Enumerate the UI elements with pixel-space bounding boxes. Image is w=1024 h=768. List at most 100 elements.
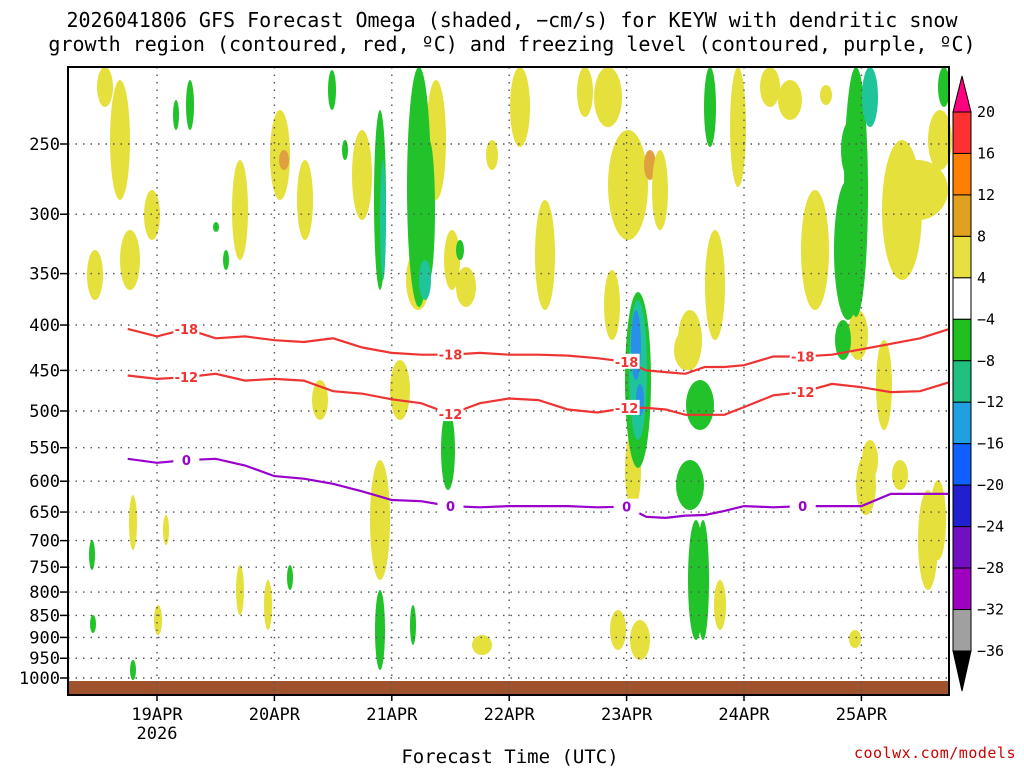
contour-label-bg [173,320,200,336]
omega-blob-descent [173,100,179,130]
omega-blob-descent [223,250,229,270]
contour-label-bg [613,399,640,415]
omega-blob [264,580,272,630]
omega-blob [652,150,668,230]
omega-blob-descent [835,320,851,360]
colorbar-box [952,360,972,403]
colorbar-label: 8 [977,227,986,245]
colorbar-label: −28 [977,559,1004,577]
omega-blob [97,67,113,107]
colorbar-box [952,609,972,652]
omega-blob [594,67,622,127]
surface-fill [68,681,949,695]
omega-blob-descent [704,67,716,147]
colorbar-label: 20 [977,103,995,121]
contour-label: -18 [615,356,639,371]
omega-blob [848,310,868,360]
omega-blob [610,610,626,650]
omega-blob [608,130,648,240]
colorbar-label: −20 [977,476,1004,494]
colorbar-label: 16 [977,144,995,162]
x-tick-label: 24APR [718,705,770,725]
omega-blob [730,67,746,187]
contour-lines: -18 -18 -18 -18 -12 -12 -12 -12 0 0 0 0 [127,320,950,520]
x-axis-label: Forecast Time (UTC) [401,746,619,768]
omega-blob-descent [456,240,464,260]
y-tick-label: 600 [29,472,60,492]
colorbar-box [952,194,972,237]
omega-blob-descent [841,120,861,180]
omega-blob [279,150,289,170]
contour-label: -12 [175,371,199,386]
contour-label: 0 [446,500,455,515]
omega-blob [928,110,952,170]
contour-label: -12 [615,402,639,417]
colorbar-label: 4 [977,269,986,287]
omega-blob [144,190,160,240]
y-tick-label: 750 [29,558,60,578]
colorbar-box [952,277,972,320]
gridlines [68,67,949,695]
omega-blob-descent [186,80,194,130]
omega-blob [444,230,460,290]
omega-blob [370,460,390,580]
y-tick-label: 800 [29,583,60,603]
omega-blob [630,620,650,660]
omega-blob [486,140,498,170]
omega-blob [801,190,829,310]
omega-blob-descent [90,615,96,633]
credit-link[interactable]: coolwx.com/models [853,744,1016,762]
y-tick-label: 900 [29,628,60,648]
y-tick-label: 650 [29,503,60,523]
y-tick-label: 300 [29,205,60,225]
contour-label-bg [173,369,200,385]
colorbar-label: 12 [977,186,995,204]
contour-label: 0 [622,501,631,516]
chart-title-line1: 2026041806 GFS Forecast Omega (shaded, −… [66,8,958,32]
omega-blob [535,200,555,310]
y-axis: 2503003504004505005506006507007508008509… [19,135,68,689]
omega-blob-descent [342,140,348,160]
omega-blob [892,460,908,490]
omega-blob-descent [410,605,416,645]
colorbar-label: −24 [977,518,1004,536]
y-tick-label: 250 [29,135,60,155]
contour-label-bg [437,406,464,422]
omega-blob [163,515,169,545]
omega-blob-descent [697,520,709,640]
x-tick-label: 22APR [484,705,536,725]
y-tick-label: 550 [29,439,60,459]
omega-blob-descent [375,590,385,670]
omega-blob [820,85,832,105]
contour-label: -18 [439,349,463,364]
contour-label-bg [437,498,464,514]
omega-blob [705,230,725,340]
colorbar-label: −8 [977,352,995,370]
colorbar-box [952,152,972,196]
chart-title-line2: growth region (contoured, red, ºC) and f… [48,32,976,56]
colorbar-bottom-arrow [952,650,972,692]
colorbar-box [952,401,972,445]
colorbar-box [952,318,972,362]
colorbar-label: −32 [977,601,1004,619]
contour-dgz-line [127,327,950,375]
x-tick-label: 20APR [249,705,301,725]
omega-blob [856,455,876,515]
omega-blob [714,580,726,630]
contour-freezing-line [127,457,950,520]
omega-blob-descent [441,410,455,490]
omega-blob-descent [423,140,435,280]
x-tick-sublabel: 2026 [137,724,178,744]
colorbar: 20 16 12 8 4 −4 −8 −12 −16 −20 −24 −28 −32 −36 [952,75,1004,692]
contour-label-bg [789,348,816,364]
omega-blob [236,565,244,615]
omega-blob-descent [328,70,336,110]
omega-blob [918,490,938,590]
omega-blob [472,635,492,655]
contour-label-bg [789,384,816,400]
colorbar-label: −36 [977,642,1004,660]
omega-blob-descent [213,222,219,232]
colorbar-box [952,443,972,486]
